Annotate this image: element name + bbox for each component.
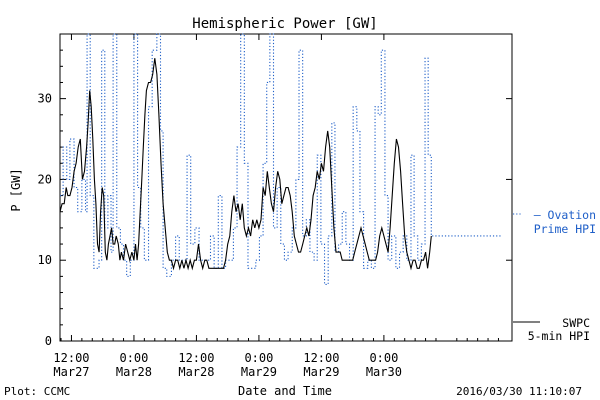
series-line-ovation bbox=[60, 33, 502, 285]
x-tick-time: 0:00 bbox=[244, 351, 273, 365]
legend-swpc-line1: SWPC bbox=[562, 316, 590, 330]
x-tick-date: Mar29 bbox=[241, 365, 277, 379]
x-tick-time: 12:00 bbox=[178, 351, 214, 365]
x-tick-date: Mar28 bbox=[178, 365, 214, 379]
x-tick-time: 0:00 bbox=[369, 351, 398, 365]
x-tick-date: Mar27 bbox=[53, 365, 89, 379]
x-tick-date: Mar30 bbox=[366, 365, 402, 379]
y-tick-label: 0 bbox=[45, 334, 52, 348]
x-tick-time: 0:00 bbox=[119, 351, 148, 365]
y-tick-label: 30 bbox=[38, 92, 52, 106]
y-tick-label: 10 bbox=[38, 253, 52, 267]
series-line-swpc bbox=[59, 58, 432, 271]
x-tick-time: 12:00 bbox=[53, 351, 89, 365]
chart-title: Hemispheric Power [GW] bbox=[192, 16, 377, 32]
x-tick-time: 12:00 bbox=[303, 351, 339, 365]
x-tick-date: Mar28 bbox=[116, 365, 152, 379]
y-axis-label: P [GW] bbox=[9, 168, 23, 211]
plot-frame bbox=[59, 33, 513, 342]
footer-plot-credit: Plot: CCMC bbox=[4, 385, 70, 398]
footer-timestamp: 2016/03/30 11:10:07 bbox=[456, 385, 582, 398]
legend-ovation-line1: — Ovation bbox=[534, 208, 596, 222]
x-axis-label: Date and Time bbox=[238, 384, 332, 398]
x-tick-date: Mar29 bbox=[303, 365, 339, 379]
legend-ovation-line2: Prime HPI bbox=[534, 222, 596, 236]
y-tick-label: 20 bbox=[38, 172, 52, 186]
legend-swpc-line2: 5-min HPI bbox=[528, 329, 590, 343]
